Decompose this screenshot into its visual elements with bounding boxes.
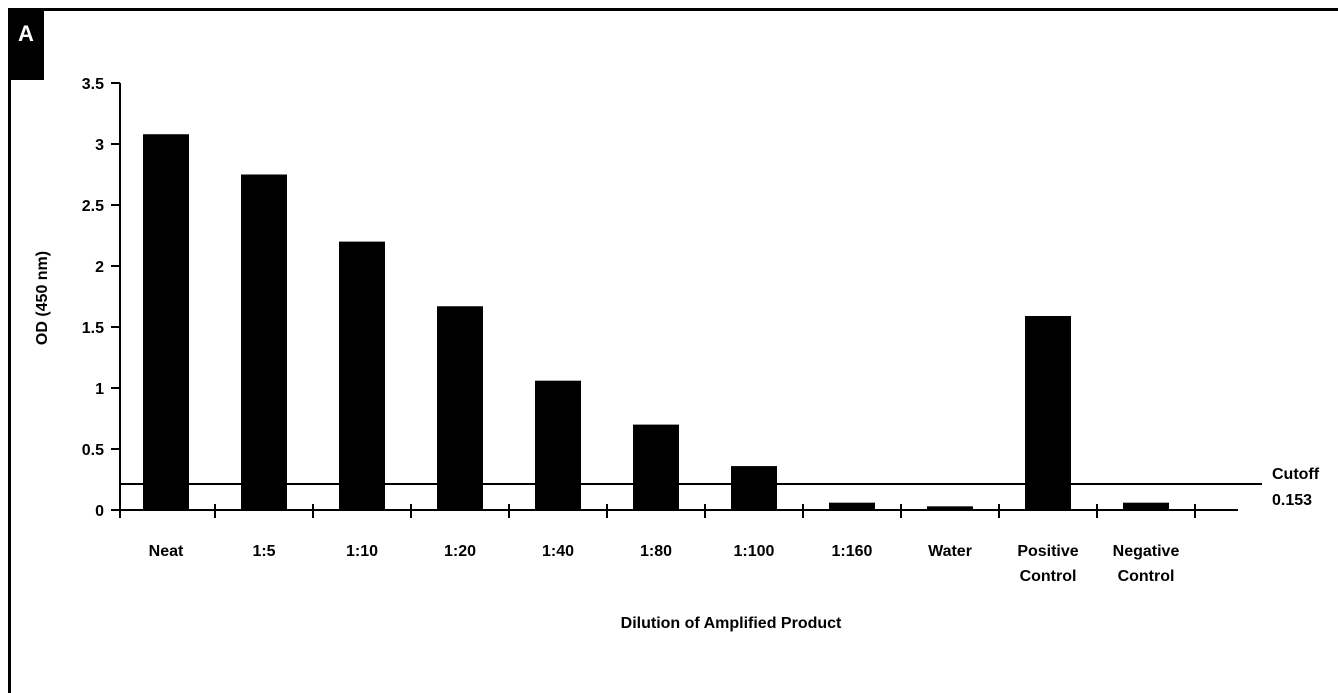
bar-10 bbox=[1123, 502, 1169, 510]
bar-0 bbox=[143, 134, 189, 511]
bar-4 bbox=[535, 380, 581, 510]
y-tick-label: 3 bbox=[95, 137, 104, 154]
x-tick-label: 1:80 bbox=[640, 543, 672, 560]
cutoff-value: 0.153 bbox=[1272, 492, 1312, 509]
bar-2 bbox=[339, 241, 385, 510]
y-tick-label: 2.5 bbox=[82, 198, 104, 215]
x-tick-label: Control bbox=[1118, 568, 1175, 585]
cutoff-label: Cutoff bbox=[1272, 466, 1320, 483]
bar-7 bbox=[829, 502, 875, 510]
x-tick-label: 1:100 bbox=[734, 543, 775, 560]
x-tick-label: Positive bbox=[1017, 543, 1078, 560]
x-tick-label: Negative bbox=[1113, 543, 1180, 560]
y-axis-title: OD (450 nm) bbox=[34, 251, 51, 345]
figure-frame bbox=[8, 8, 1338, 693]
panel-label: A bbox=[8, 8, 44, 80]
x-tick-label: Water bbox=[928, 543, 972, 560]
cutoff-line-group: Cutoff 0.153 bbox=[120, 466, 1320, 509]
y-tick-label: 0.5 bbox=[82, 442, 104, 459]
bar-1 bbox=[241, 174, 287, 510]
x-tick-label: Control bbox=[1020, 568, 1077, 585]
y-tick-label: 1 bbox=[95, 381, 104, 398]
x-axis-title: Dilution of Amplified Product bbox=[621, 615, 842, 632]
bar-5 bbox=[633, 424, 679, 510]
y-tick-label: 3.5 bbox=[82, 76, 104, 93]
x-tick-label: 1:160 bbox=[832, 543, 873, 560]
bar-9 bbox=[1025, 316, 1071, 510]
x-axis: Neat 1:5 1:10 1:20 1:40 1:80 1:100 1:160 Water Po… bbox=[119, 504, 1238, 585]
bar-6 bbox=[731, 466, 777, 510]
x-tick-label: 1:40 bbox=[542, 543, 574, 560]
x-tick-label: 1:5 bbox=[252, 543, 275, 560]
bar-8 bbox=[927, 506, 973, 510]
x-tick-label: Neat bbox=[149, 543, 184, 560]
y-tick-label: 2 bbox=[95, 259, 104, 276]
y-tick-label: 0 bbox=[95, 503, 104, 520]
y-axis: 0 0.5 1 1.5 2 2.5 3 3.5 bbox=[82, 76, 121, 520]
bars bbox=[143, 134, 1169, 511]
bar-3 bbox=[437, 306, 483, 510]
y-tick-label: 1.5 bbox=[82, 320, 104, 337]
x-tick-label: 1:20 bbox=[444, 543, 476, 560]
x-tick-label: 1:10 bbox=[346, 543, 378, 560]
